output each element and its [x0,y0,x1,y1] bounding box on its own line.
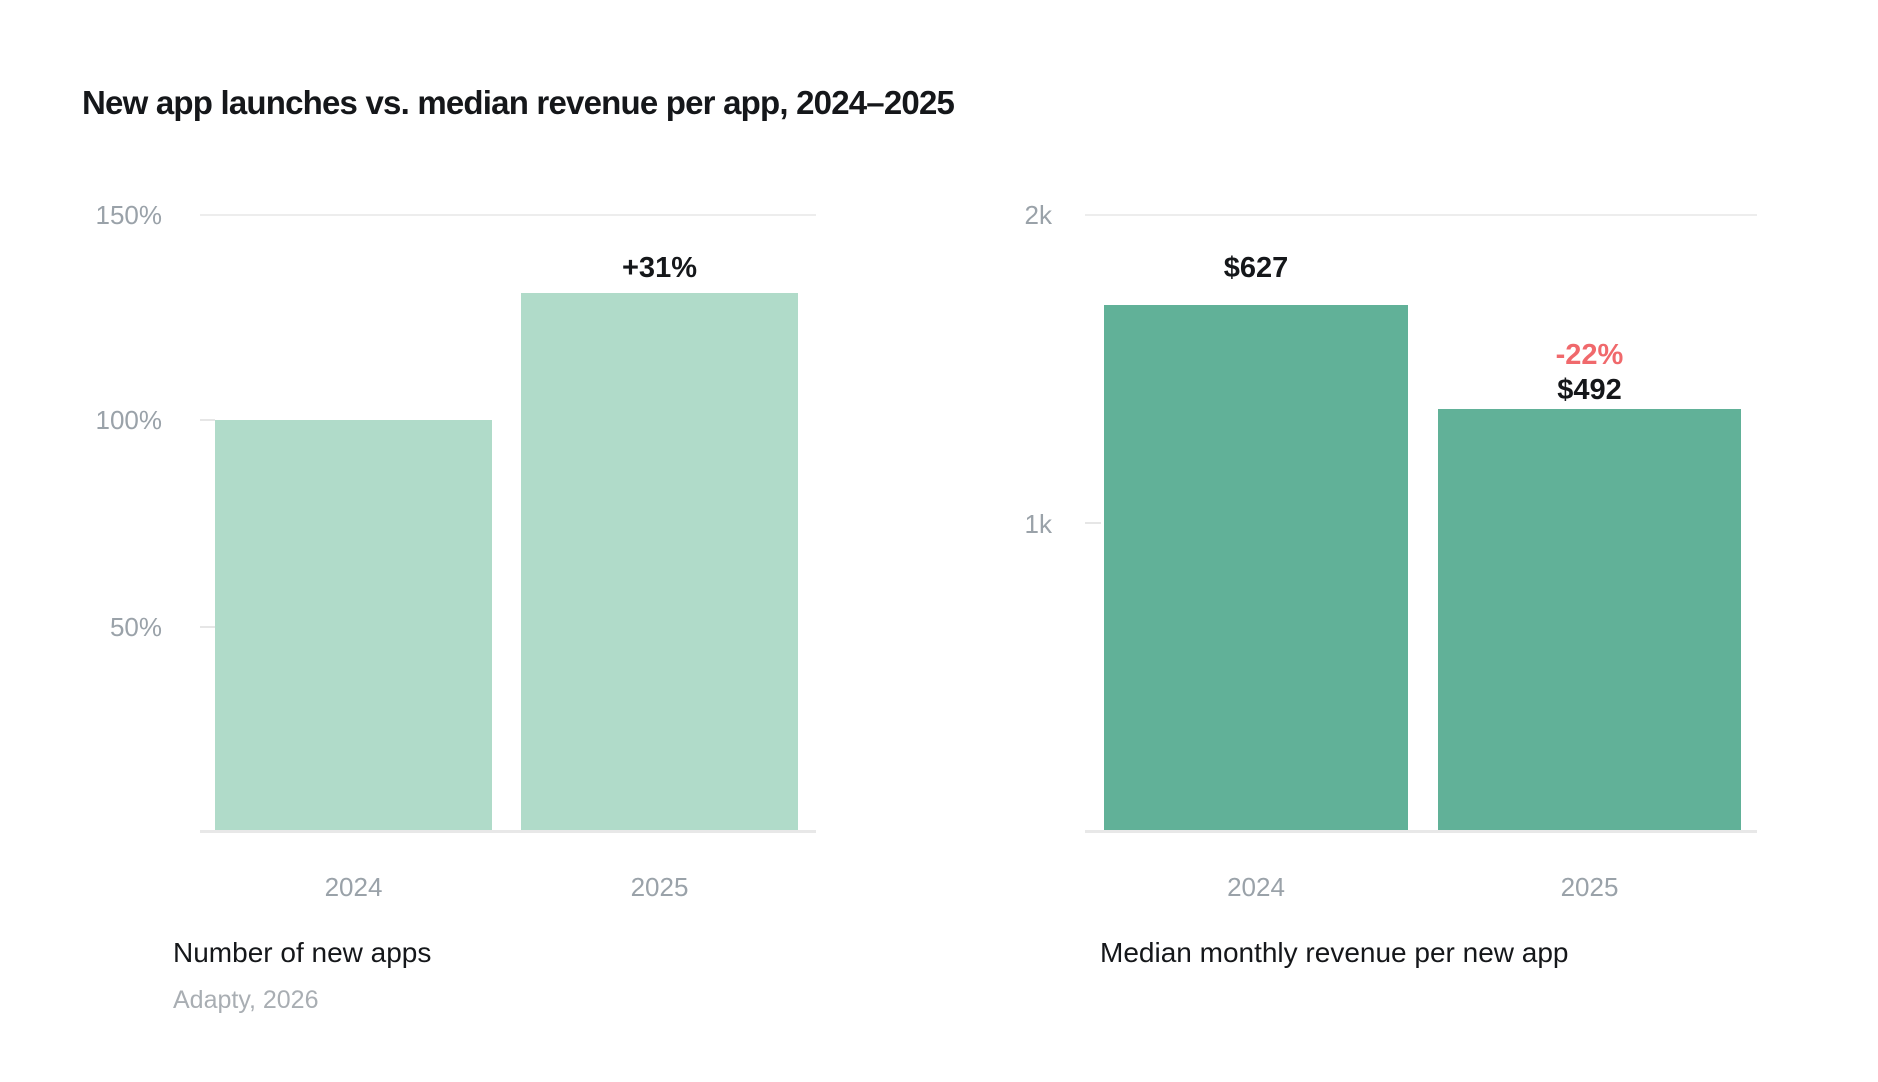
page-title: New app launches vs. median revenue per … [82,84,955,121]
bar-revenue-2024 [1104,305,1408,830]
y-axis-label-100pct: 100% [95,405,163,435]
x-axis-label-2025: 2025 [630,872,689,902]
gridline-150pct [200,214,816,216]
x-axis-label-2024: 2024 [324,872,383,902]
y-axis-label-2k: 2k [1024,200,1052,230]
change-label-minus22: -22% [1555,339,1624,371]
x-axis-baseline [1085,830,1757,833]
tick-50pct [200,626,215,628]
tick-1k [1085,522,1101,524]
bar-revenue-2025 [1438,409,1741,830]
chart-subtitle-revenue: Median monthly revenue per new app [1100,937,1569,968]
bar-new-apps-2024 [215,420,492,830]
bar-value-label-plus31: +31% [622,252,697,284]
chart-subtitle-new-apps: Number of new apps [173,937,432,968]
source-label: Adapty, 2026 [173,986,319,1014]
y-axis-label-50pct: 50% [109,612,162,642]
bar-value-label-627: $627 [1223,252,1289,284]
y-axis-label-1k: 1k [1024,509,1052,539]
y-axis-label-150pct: 150% [95,200,163,230]
bar-value-label-492: $492 [1557,374,1622,406]
x-axis-baseline [200,830,816,833]
x-axis-label-2024: 2024 [1227,872,1285,902]
bar-new-apps-2025 [521,293,798,830]
x-axis-label-2025: 2025 [1560,872,1619,902]
gridline-2k [1085,214,1757,216]
tick-100pct [200,419,215,421]
